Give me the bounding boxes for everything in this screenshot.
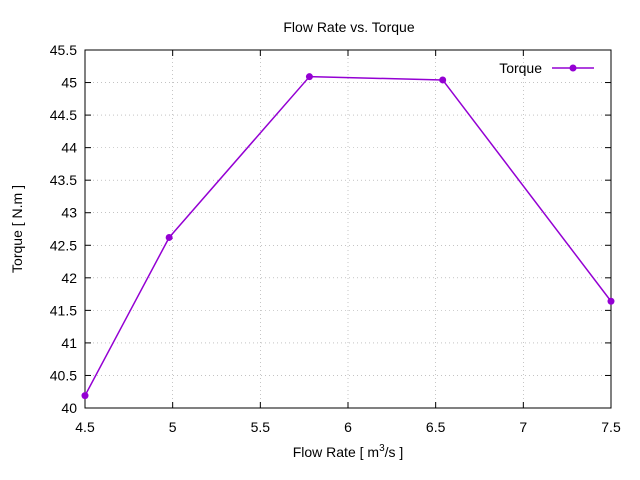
data-point [439,76,446,83]
x-tick-label: 7.5 [601,419,621,435]
chart-title: Flow Rate vs. Torque [283,19,414,35]
y-axis-label: Torque [ N.m ] [9,185,25,273]
y-tick-label: 42 [61,270,77,286]
x-tick-label: 6.5 [426,419,446,435]
x-tick-labels: 4.5 5 5.5 6 6.5 7 7.5 [75,419,621,435]
data-point [608,298,615,305]
x-tick-label: 6 [344,419,352,435]
x-axis-label: Flow Rate [ m3/s ] [293,443,404,460]
y-tick-label: 44 [61,140,77,156]
y-tick-labels: 40 40.5 41 41.5 42 42.5 43 43.5 44 44.5 45 45.5 [50,42,77,416]
y-tick-label: 40 [61,400,77,416]
legend-label: Torque [499,60,542,76]
y-tick-label: 45.5 [50,42,77,58]
data-point [166,234,173,241]
legend: Torque [499,60,594,76]
y-tick-label: 45 [61,75,77,91]
series-line-torque [85,77,611,396]
x-tick-label: 5.5 [251,419,271,435]
y-tick-label: 43.5 [50,172,77,188]
x-tick-label: 7 [519,419,527,435]
data-point [82,392,89,399]
y-tick-label: 43 [61,205,77,221]
legend-marker [570,65,577,72]
x-tick-label: 4.5 [75,419,95,435]
y-tick-label: 41 [61,335,77,351]
y-tick-label: 41.5 [50,302,77,318]
y-tick-label: 40.5 [50,367,77,383]
grid [85,50,611,408]
y-tick-label: 42.5 [50,237,77,253]
y-tick-label: 44.5 [50,107,77,123]
data-point [306,73,313,80]
x-tick-label: 5 [169,419,177,435]
